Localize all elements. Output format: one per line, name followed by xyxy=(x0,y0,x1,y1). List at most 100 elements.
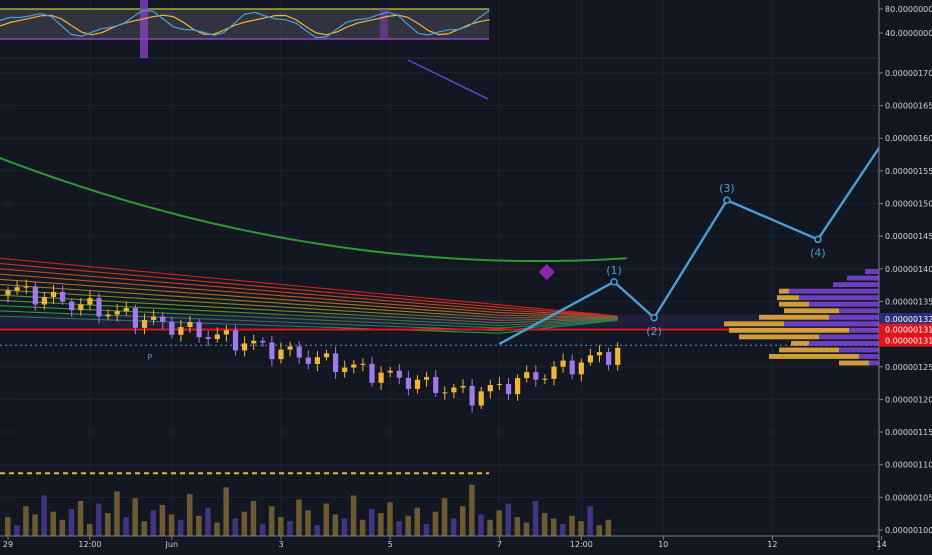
price-tick-label: 0.00000135 xyxy=(885,297,932,306)
ma-ribbon-line xyxy=(0,289,618,321)
volume-bar xyxy=(369,509,375,536)
volume-bar xyxy=(541,513,548,536)
candle-body xyxy=(515,378,521,395)
candle-body xyxy=(278,349,284,360)
ma-ribbon-line xyxy=(0,257,618,317)
volume-bar xyxy=(123,517,129,536)
volume-bar xyxy=(223,487,229,536)
candle-body xyxy=(141,319,148,328)
volume-profile xyxy=(724,269,879,366)
candle-body xyxy=(123,307,129,312)
volume-bar xyxy=(314,525,320,536)
candle-body xyxy=(433,377,439,393)
volume-bar xyxy=(405,515,411,536)
profile-bar-up xyxy=(739,334,819,340)
ma-ribbon xyxy=(0,156,627,334)
candle-body xyxy=(542,378,548,380)
wave-label: (1) xyxy=(606,264,622,277)
ma-ribbon-line xyxy=(0,273,618,318)
axis-background xyxy=(879,0,932,550)
profile-bar-up xyxy=(779,288,789,294)
volume-bar xyxy=(105,513,111,536)
candle-body xyxy=(196,322,202,338)
volume-bar xyxy=(232,518,238,536)
candle-body xyxy=(287,346,293,350)
price-tick-label: 0.00000110 xyxy=(885,461,932,470)
volume-bar xyxy=(205,507,211,536)
oscillator-highlight xyxy=(380,9,388,39)
wave-label: (3) xyxy=(719,182,735,195)
volume-bar xyxy=(514,517,521,536)
candle-body xyxy=(424,377,430,380)
volume-bar xyxy=(86,523,93,536)
price-tick-label: 0.00000120 xyxy=(885,395,932,404)
profile-bar-down xyxy=(833,282,879,288)
candle-body xyxy=(396,370,402,378)
volume-bar xyxy=(50,511,56,536)
candle-body xyxy=(214,334,220,340)
price-zone xyxy=(0,314,878,328)
volume-bar xyxy=(168,514,175,536)
volume-bar xyxy=(96,503,102,536)
volume-bar xyxy=(268,506,275,536)
volume-bar xyxy=(32,514,38,536)
profile-bar-down xyxy=(819,334,879,340)
oscillator-trendline xyxy=(407,59,489,100)
price-tick-label: 0.00000160 xyxy=(885,134,932,143)
wave-label: (4) xyxy=(810,246,826,259)
candle-body xyxy=(369,363,375,383)
candle-body xyxy=(378,372,384,383)
price-tick-label: 0.00000150 xyxy=(885,200,932,209)
wave-label: (2) xyxy=(646,325,662,338)
profile-bar-down xyxy=(789,288,879,294)
candle-body xyxy=(169,321,175,335)
candle-body xyxy=(505,383,512,395)
price-tick-label: 0.00000125 xyxy=(885,363,932,372)
candle-body xyxy=(524,372,530,379)
ma-long-line xyxy=(0,156,627,262)
wave-point xyxy=(610,278,618,286)
time-tick-label: 12 xyxy=(767,540,777,549)
candle-body xyxy=(269,342,275,360)
profile-bar-up xyxy=(839,360,869,366)
candle-body xyxy=(205,337,211,340)
volume-bar xyxy=(423,523,430,536)
oscillator-line xyxy=(0,9,490,39)
candle-body xyxy=(132,307,138,328)
volume-bars xyxy=(0,472,612,536)
candle-body xyxy=(342,367,348,373)
volume-bar xyxy=(41,495,47,536)
candle-body xyxy=(351,364,357,368)
candle-body xyxy=(578,362,584,375)
profile-bar-up xyxy=(729,327,849,333)
ma-ribbon-line xyxy=(0,284,618,319)
volume-bar xyxy=(14,525,20,536)
oscillator-signal-line xyxy=(0,14,490,36)
price-tag xyxy=(879,323,932,336)
candle-body xyxy=(96,298,102,317)
profile-bar-down xyxy=(839,347,879,353)
price-tag-label: 0.00000132 xyxy=(885,315,932,324)
volume-bar xyxy=(487,519,493,536)
profile-bar-down xyxy=(784,321,879,327)
time-tick-label: 29 xyxy=(3,540,13,549)
volume-bar xyxy=(305,510,311,536)
volume-bar xyxy=(587,506,593,536)
volume-bar xyxy=(460,506,466,536)
profile-bar-up xyxy=(759,314,829,320)
candle-body xyxy=(533,372,539,380)
volume-bar xyxy=(359,519,366,536)
volume-bar xyxy=(59,519,66,536)
oscillator-highlight xyxy=(140,0,148,58)
profile-bar-down xyxy=(799,295,879,301)
candle-body xyxy=(232,330,239,351)
candle-body xyxy=(387,370,393,373)
candle-body xyxy=(323,353,330,358)
price-tick-label: 0.00000155 xyxy=(885,167,932,176)
candle-body xyxy=(14,287,20,291)
candle-body xyxy=(223,330,229,335)
profile-bar-up xyxy=(777,295,799,301)
volume-bar xyxy=(450,518,457,536)
